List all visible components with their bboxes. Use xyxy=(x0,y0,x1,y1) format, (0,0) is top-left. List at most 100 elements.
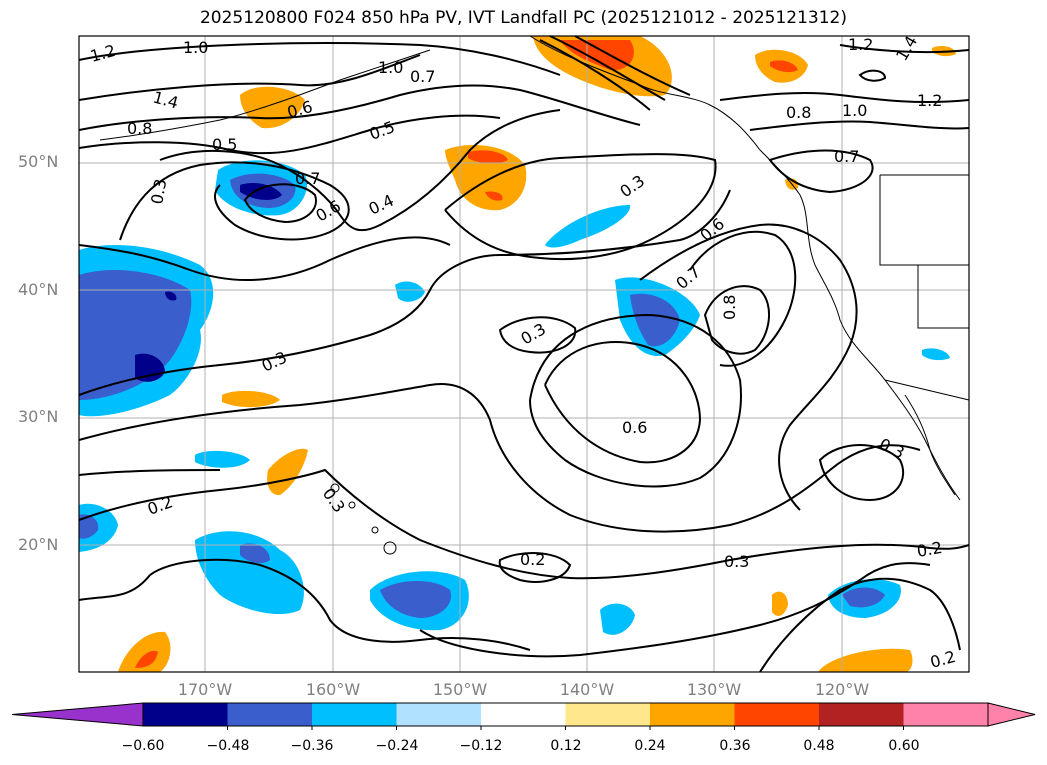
contour-8 xyxy=(78,236,451,282)
pos-region-alaska-coast-core xyxy=(560,40,634,71)
pos-region-gulf-alaska-core xyxy=(468,150,508,164)
contour-label: 0.6 xyxy=(622,418,647,437)
neg-region-small1 xyxy=(395,281,425,302)
contour-label: 0.3 xyxy=(724,552,749,571)
contour-label: 1.0 xyxy=(842,101,867,120)
island-maui xyxy=(371,526,379,534)
colorbar-tick: −0.24 xyxy=(375,738,419,754)
island-kauai xyxy=(330,483,340,493)
contour-lines xyxy=(78,35,970,673)
neg-region-aleutian-deep xyxy=(240,183,282,200)
neg-region-small4 xyxy=(922,348,950,361)
neg-region-west-core xyxy=(79,270,192,400)
contour-label: 0.3 xyxy=(147,177,170,205)
lon-label-120w: 120°W xyxy=(814,680,870,699)
contour-1 xyxy=(78,42,561,76)
island-big-island xyxy=(383,541,397,555)
contour-29 xyxy=(839,44,970,54)
colorbar-segment xyxy=(565,703,651,726)
pos-region-southwest xyxy=(118,631,171,672)
neg-region-gulf xyxy=(545,205,631,248)
contour-24 xyxy=(498,552,572,583)
contour-10 xyxy=(78,189,731,396)
colorbar-segment xyxy=(396,703,482,726)
contour-14 xyxy=(703,285,771,355)
positive-shading xyxy=(118,36,956,672)
neg-region-small2 xyxy=(600,603,635,635)
colorbar-tick: −0.36 xyxy=(290,738,334,754)
colorbar-tick: 0.60 xyxy=(888,738,920,754)
colorbar-segment xyxy=(819,703,904,726)
pos-region-small-east xyxy=(772,591,788,616)
neg-region-sw-edge-core xyxy=(79,514,99,539)
contour-label: 1.0 xyxy=(183,38,208,57)
lon-label-160w: 160°W xyxy=(305,680,361,699)
contour-33 xyxy=(574,35,691,96)
contour-label: 0.7 xyxy=(834,147,859,166)
contour-28 xyxy=(768,149,874,194)
contour-15 xyxy=(689,230,797,367)
contour-label: 1.0 xyxy=(378,58,403,77)
pos-region-south-stripe xyxy=(267,448,308,496)
neg-region-east-south-core xyxy=(842,587,885,608)
contour-27 xyxy=(749,120,970,131)
colorbar-tick: 0.36 xyxy=(719,738,751,754)
contour-26 xyxy=(719,91,970,104)
lon-label-150w: 150°W xyxy=(432,680,488,699)
colorbar-extend-high xyxy=(987,702,1036,727)
contour-32 xyxy=(549,35,666,101)
contour-25 xyxy=(759,577,961,673)
contour-9 xyxy=(444,153,717,261)
pos-region-gulf-alaska-core2 xyxy=(485,191,503,201)
plot-frame xyxy=(78,35,970,673)
contour-label: 0.2 xyxy=(915,538,943,561)
contour-3 xyxy=(78,84,641,131)
lat-label-30n: 30°N xyxy=(18,407,59,426)
contour-16 xyxy=(639,223,858,511)
contour-label: 1.2 xyxy=(848,35,873,54)
contour-label: 0.8 xyxy=(786,103,811,122)
pos-region-southwest-core xyxy=(135,650,158,668)
colorbar-extend-low xyxy=(11,702,144,727)
aleutian-chain xyxy=(99,49,431,141)
colorbar-tick: 0.48 xyxy=(803,738,835,754)
contour-7 xyxy=(243,183,317,224)
neg-region-south xyxy=(195,531,304,615)
contour-label: 0.5 xyxy=(212,135,237,154)
lat-label-20n: 20°N xyxy=(18,535,59,554)
lat-label-40n: 40°N xyxy=(18,280,59,299)
na-west-coast xyxy=(799,194,961,501)
colorbar-tick: −0.48 xyxy=(206,738,250,754)
pos-region-central-west xyxy=(222,390,280,408)
contour-19 xyxy=(78,469,221,476)
contour-5 xyxy=(159,109,561,232)
colorbar-segment xyxy=(227,703,313,726)
pos-region-ne-corner-core xyxy=(770,60,798,73)
colorbar-segment xyxy=(143,703,228,726)
contour-label: 0.8 xyxy=(127,119,152,138)
colorbar xyxy=(11,702,1036,730)
colorbar-tick: 0.24 xyxy=(634,738,666,754)
contour-label: 0.2 xyxy=(520,550,545,569)
island-oahu xyxy=(348,501,356,509)
mexico-border xyxy=(884,379,970,401)
state-line-1 xyxy=(879,175,969,266)
state-line-2 xyxy=(917,265,969,329)
colorbar-tick: −0.12 xyxy=(459,738,503,754)
colorbar-segment xyxy=(734,703,820,726)
neg-region-central-core xyxy=(630,293,680,347)
contour-17 xyxy=(78,383,921,533)
colorbar-segment xyxy=(312,703,397,726)
neg-region-small3 xyxy=(195,450,250,468)
contour-4 xyxy=(78,114,501,155)
colorbar-tick: −0.60 xyxy=(121,738,165,754)
hawaiian-islands xyxy=(330,483,397,555)
contour-label: 0.7 xyxy=(295,169,320,188)
contour-6 xyxy=(119,161,350,241)
alaska-coast xyxy=(529,35,801,196)
contour-2 xyxy=(78,54,421,101)
lat-label-50n: 50°N xyxy=(18,152,59,171)
contour-18 xyxy=(818,444,905,502)
contour-13 xyxy=(529,313,742,488)
